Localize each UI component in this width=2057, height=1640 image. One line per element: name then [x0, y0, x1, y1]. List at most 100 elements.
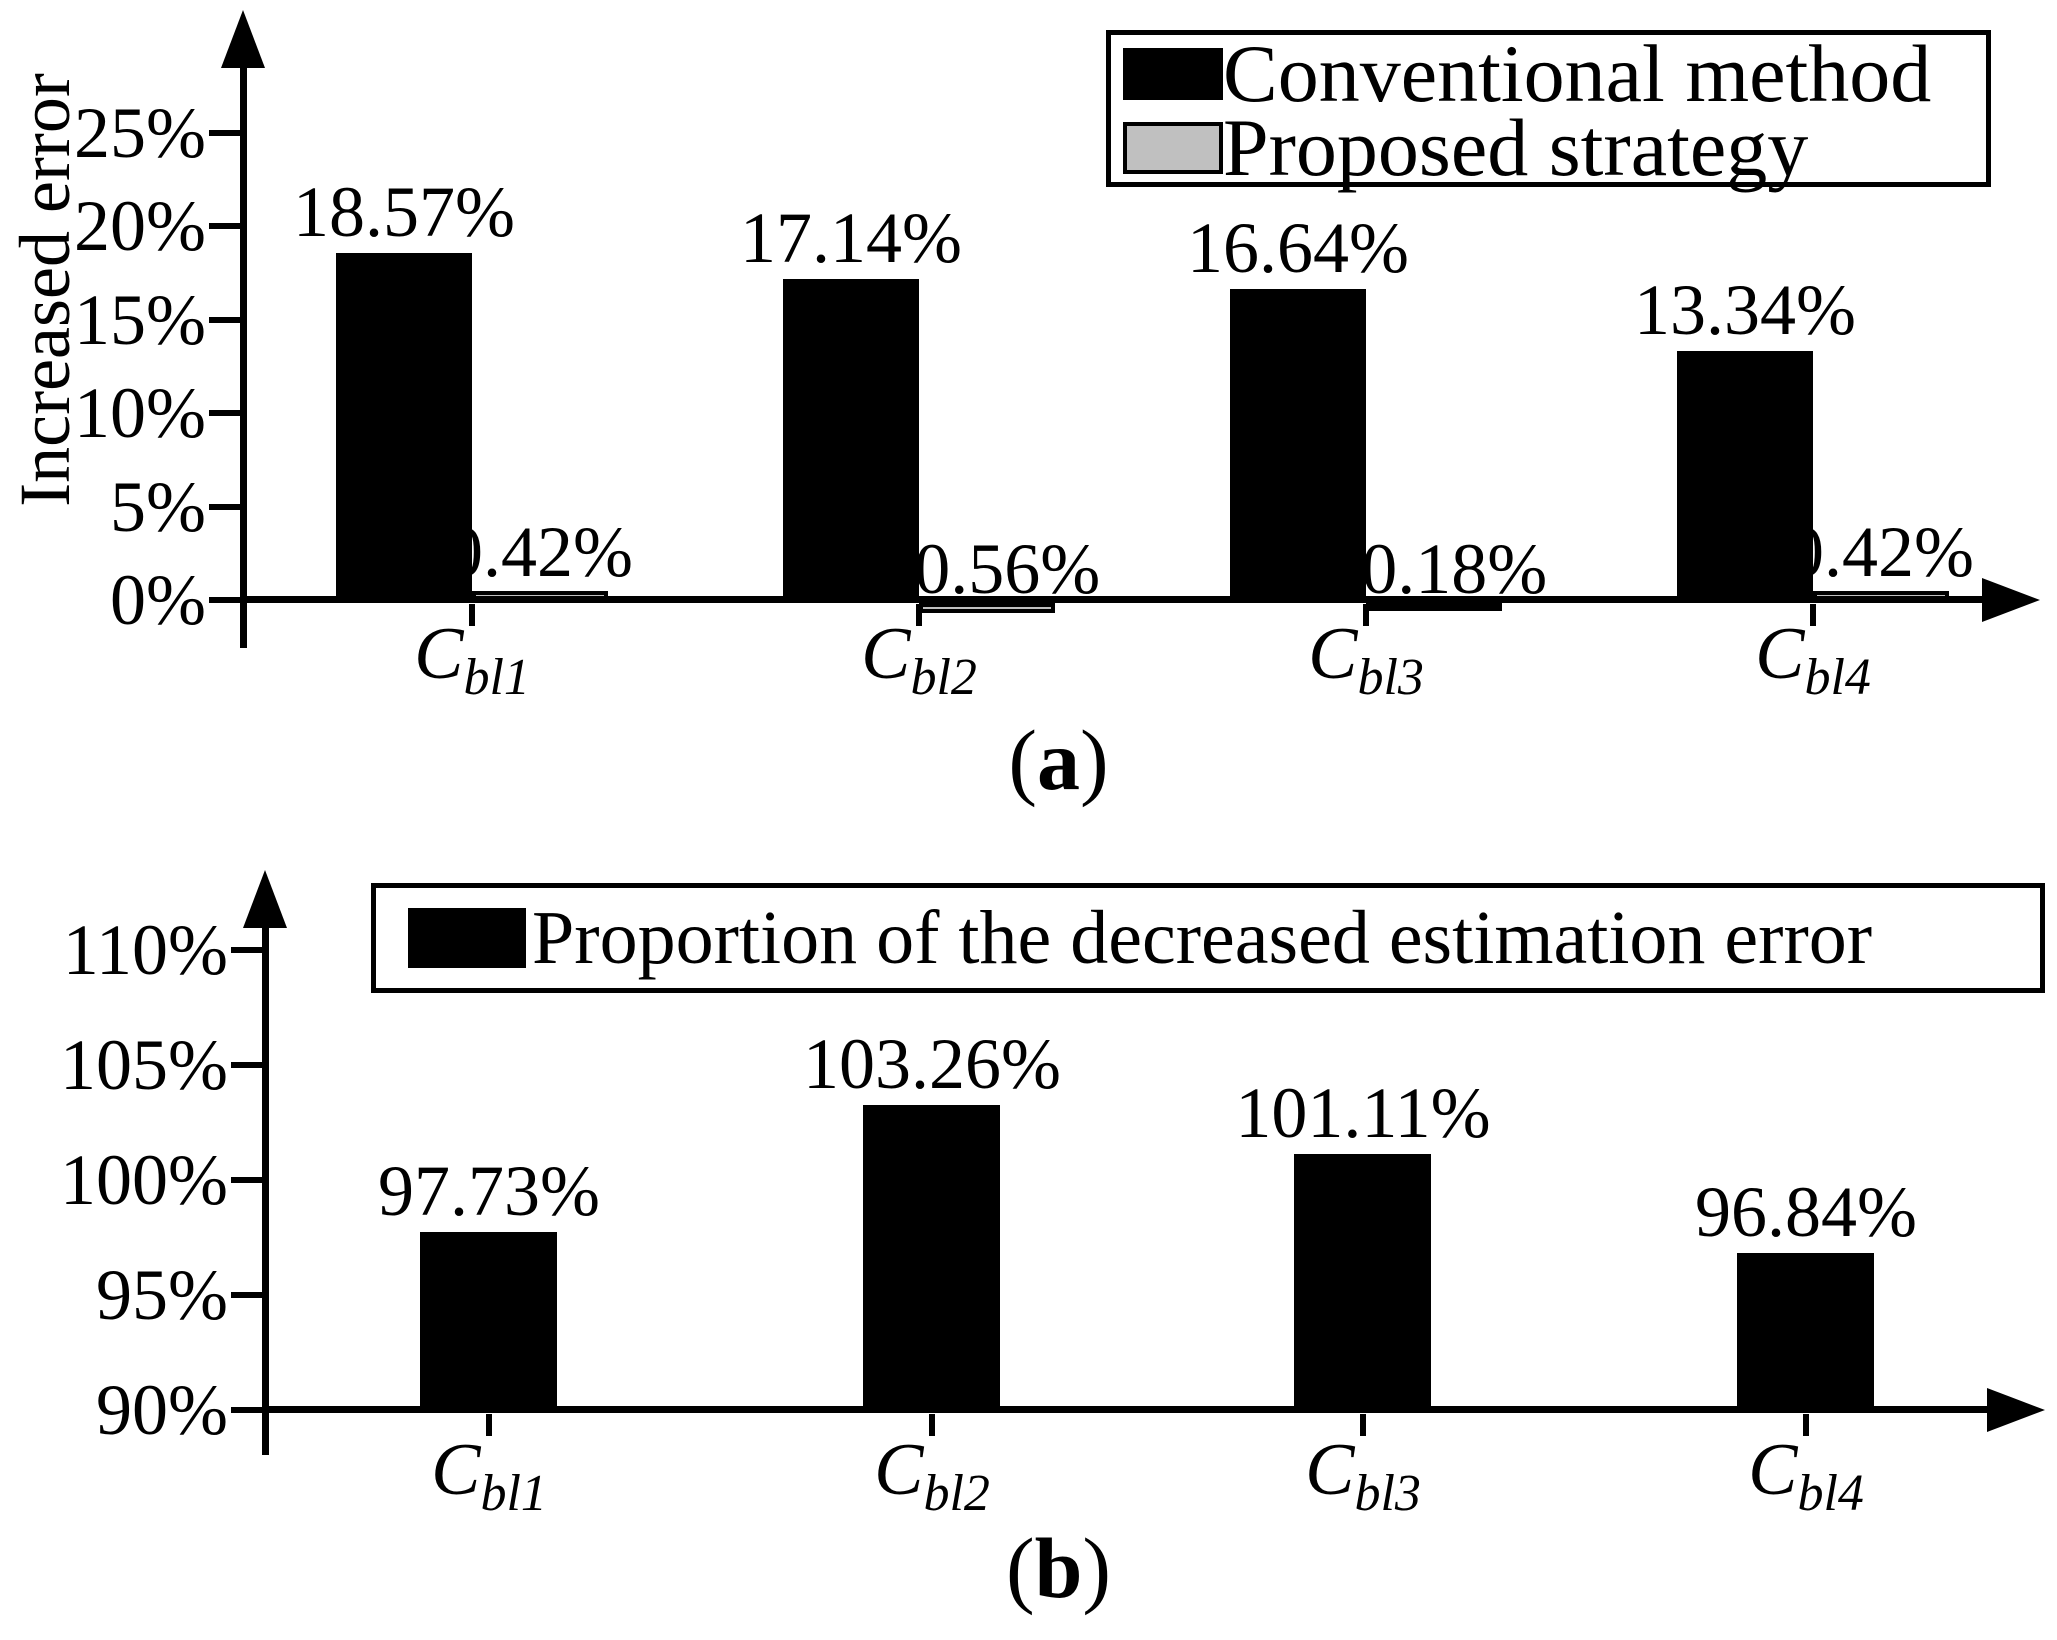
x-tick — [486, 1414, 492, 1436]
caption-b: (b) — [30, 1520, 2057, 1616]
y-tick — [209, 223, 243, 229]
x-tick — [469, 604, 475, 626]
y-tick-label: 95% — [96, 1255, 228, 1335]
x-category-label: Cbl1 — [312, 612, 632, 707]
legend-swatch-proposed-icon — [1123, 122, 1223, 174]
y-tick — [231, 947, 265, 953]
chart-b-decreased-error-proportion: 90% 95% 100% 105% 110% 97.73% 103.26% 101.11% 96… — [0, 820, 2057, 1640]
x-category-label: Cbl2 — [759, 612, 1079, 707]
bar-series1-bl4 — [1677, 351, 1813, 600]
y-axis-line — [240, 28, 247, 648]
y-tick-label: 0% — [110, 560, 206, 640]
bar-series1-bl1 — [420, 1232, 557, 1410]
x-category-label: Cbl1 — [329, 1428, 649, 1523]
x-tick — [1810, 604, 1816, 626]
bar-series2-bl4 — [1813, 591, 1949, 600]
category-subscript: bl3 — [1357, 649, 1424, 706]
y-tick — [209, 130, 243, 136]
category-base: C — [414, 613, 464, 695]
x-axis-line — [240, 596, 1985, 603]
chart-a-plot-area: 0% 5% 10% 15% 20% 25% 18.57% 17.14% 16.64% 13.34%… — [74, 10, 2040, 707]
y-tick-label: 105% — [60, 1025, 228, 1105]
category-subscript: bl2 — [910, 649, 977, 706]
x-axis-arrow-icon — [1982, 578, 2040, 622]
category-base: C — [1308, 613, 1358, 695]
category-subscript: bl3 — [1354, 1465, 1421, 1522]
category-base: C — [1755, 613, 1805, 695]
bar-value-label: 17.14% — [740, 198, 962, 278]
x-tick — [1363, 604, 1369, 626]
x-category-label: Cbl3 — [1203, 1428, 1523, 1523]
legend-swatch-proportion-icon — [408, 908, 526, 968]
x-category-label: Cbl4 — [1653, 612, 1973, 707]
y-tick-label: 110% — [62, 910, 228, 990]
category-base: C — [1305, 1429, 1355, 1511]
bar-value-label: 0.42% — [447, 512, 633, 592]
y-tick-label: 20% — [74, 186, 206, 266]
x-category-label: Cbl4 — [1646, 1428, 1966, 1523]
x-tick — [916, 604, 922, 626]
y-tick-label: 15% — [74, 280, 206, 360]
bar-value-label: 18.57% — [293, 172, 515, 252]
bar-value-label: 16.64% — [1187, 208, 1409, 288]
x-tick — [1803, 1414, 1809, 1436]
x-axis-line — [262, 1406, 1992, 1413]
y-tick — [209, 410, 243, 416]
y-tick — [209, 597, 243, 603]
chart-b-legend: Proportion of the decreased estimation e… — [371, 883, 2045, 993]
bar-series1-bl1 — [336, 253, 472, 600]
bar-value-label: 13.34% — [1634, 270, 1856, 350]
x-category-label: Cbl3 — [1206, 612, 1526, 707]
category-subscript: bl2 — [923, 1465, 990, 1522]
bar-value-label: 96.84% — [1695, 1172, 1917, 1252]
y-tick-label: 100% — [60, 1140, 228, 1220]
x-tick — [1360, 1414, 1366, 1436]
category-base: C — [431, 1429, 481, 1511]
bar-series1-bl3 — [1230, 289, 1366, 600]
legend-row-conventional: Conventional method — [1123, 28, 1986, 119]
bar-value-label: 101.11% — [1235, 1073, 1491, 1153]
bar-series2-bl1 — [472, 591, 608, 600]
category-base: C — [861, 613, 911, 695]
y-tick — [231, 1177, 265, 1183]
bar-value-label: −0.18% — [1320, 529, 1548, 609]
caption-b-letter: b — [1034, 1520, 1083, 1616]
y-tick-label: 90% — [96, 1370, 228, 1450]
chart-a-legend: Conventional method Proposed strategy — [1106, 28, 1991, 193]
y-tick — [209, 317, 243, 323]
legend-label-proportion: Proportion of the decreased estimation e… — [532, 896, 1873, 980]
bar-series1-bl2 — [863, 1105, 1000, 1410]
bar-series1-bl2 — [783, 279, 919, 600]
category-subscript: bl4 — [1797, 1465, 1864, 1522]
caption-a-open-paren: ( — [1008, 712, 1037, 808]
x-axis-arrow-icon — [1987, 1388, 2045, 1432]
legend-swatch-conventional-icon — [1123, 48, 1223, 100]
y-tick-label: 5% — [110, 467, 206, 547]
y-tick — [231, 1062, 265, 1068]
category-base: C — [1748, 1429, 1798, 1511]
caption-b-close-paren: ) — [1082, 1520, 1112, 1616]
chart-a-increased-error: Increased error 0% 5% 10% 15% 20% 25% 18.57% 17… — [5, 10, 2057, 808]
category-subscript: bl1 — [480, 1465, 547, 1522]
y-axis-line — [262, 905, 269, 1455]
caption-a-letter: a — [1037, 712, 1080, 808]
bar-value-label: 103.26% — [803, 1024, 1061, 1104]
caption-a: (a) — [30, 712, 2057, 808]
legend-label-proposed: Proposed strategy — [1223, 102, 1809, 193]
y-tick — [231, 1292, 265, 1298]
bar-value-label: 0.42% — [1788, 512, 1974, 592]
y-tick — [209, 504, 243, 510]
y-tick-label: 10% — [74, 373, 206, 453]
legend-row-proposed: Proposed strategy — [1123, 102, 1986, 193]
bar-value-label: −0.56% — [873, 529, 1101, 609]
x-category-label: Cbl2 — [772, 1428, 1092, 1523]
legend-label-conventional: Conventional method — [1223, 28, 1932, 119]
bar-series1-bl3 — [1294, 1154, 1431, 1410]
category-subscript: bl4 — [1804, 649, 1871, 706]
y-tick-label: 25% — [74, 93, 206, 173]
y-axis-arrow-icon — [243, 870, 287, 928]
x-tick — [929, 1414, 935, 1436]
category-subscript: bl1 — [463, 649, 530, 706]
